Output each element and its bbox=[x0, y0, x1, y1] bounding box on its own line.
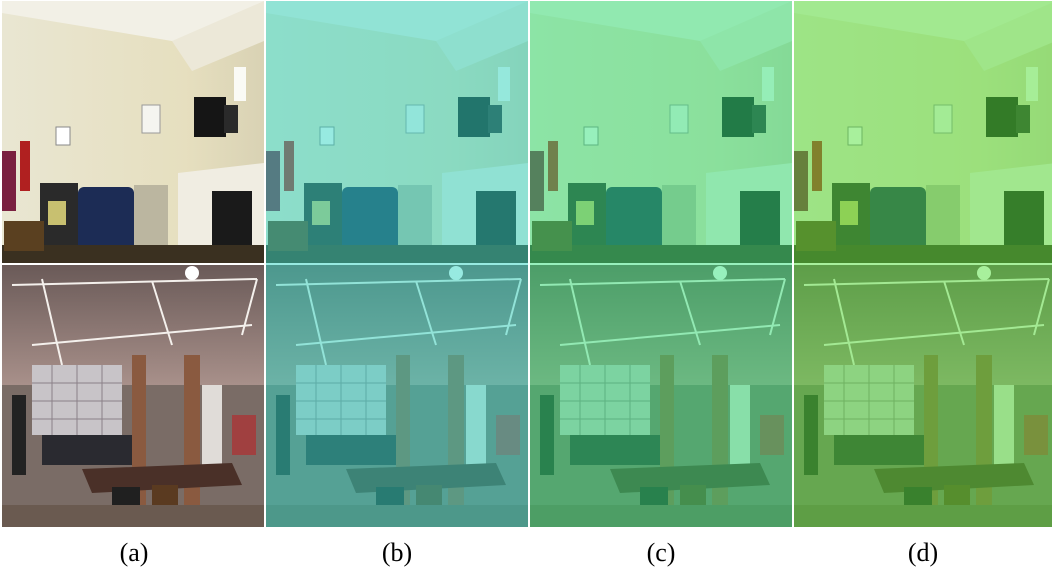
caption: (c) bbox=[647, 538, 676, 567]
tint-b bbox=[266, 1, 528, 527]
tint-d bbox=[794, 1, 1052, 527]
tint-c bbox=[530, 1, 792, 527]
photo-a-row2 bbox=[1, 264, 265, 528]
caption: (a) bbox=[120, 538, 149, 567]
image-grid bbox=[1, 0, 1052, 528]
caption: (d) bbox=[908, 538, 938, 567]
photo-a-row1 bbox=[1, 0, 265, 264]
caption: (b) bbox=[382, 538, 412, 567]
